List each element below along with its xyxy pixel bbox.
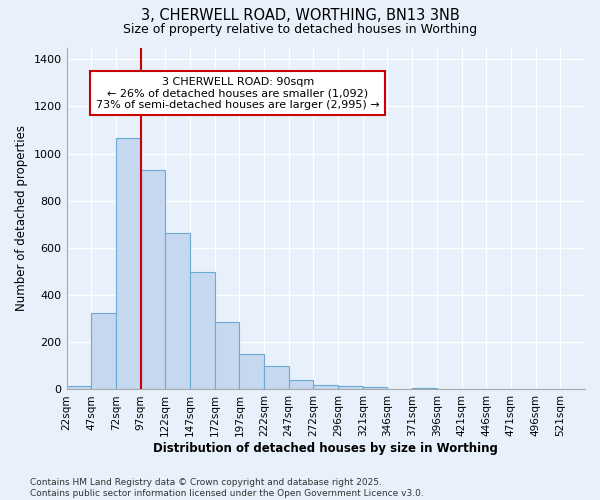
Bar [289, 380, 313, 390]
Bar [338, 386, 363, 390]
Text: 3 CHERWELL ROAD: 90sqm
← 26% of detached houses are smaller (1,092)
73% of semi-: 3 CHERWELL ROAD: 90sqm ← 26% of detached… [96, 76, 379, 110]
Text: Contains HM Land Registry data © Crown copyright and database right 2025.
Contai: Contains HM Land Registry data © Crown c… [30, 478, 424, 498]
Bar [363, 386, 388, 390]
Bar [215, 322, 239, 390]
Bar [67, 386, 91, 390]
X-axis label: Distribution of detached houses by size in Worthing: Distribution of detached houses by size … [154, 442, 498, 455]
Bar [239, 354, 264, 390]
Text: 3, CHERWELL ROAD, WORTHING, BN13 3NB: 3, CHERWELL ROAD, WORTHING, BN13 3NB [140, 8, 460, 22]
Bar [165, 232, 190, 390]
Bar [140, 170, 165, 390]
Bar [190, 272, 215, 390]
Bar [313, 384, 338, 390]
Bar [116, 138, 140, 390]
Bar [412, 388, 437, 390]
Bar [91, 313, 116, 390]
Bar [264, 366, 289, 390]
Text: Size of property relative to detached houses in Worthing: Size of property relative to detached ho… [123, 22, 477, 36]
Y-axis label: Number of detached properties: Number of detached properties [15, 126, 28, 312]
